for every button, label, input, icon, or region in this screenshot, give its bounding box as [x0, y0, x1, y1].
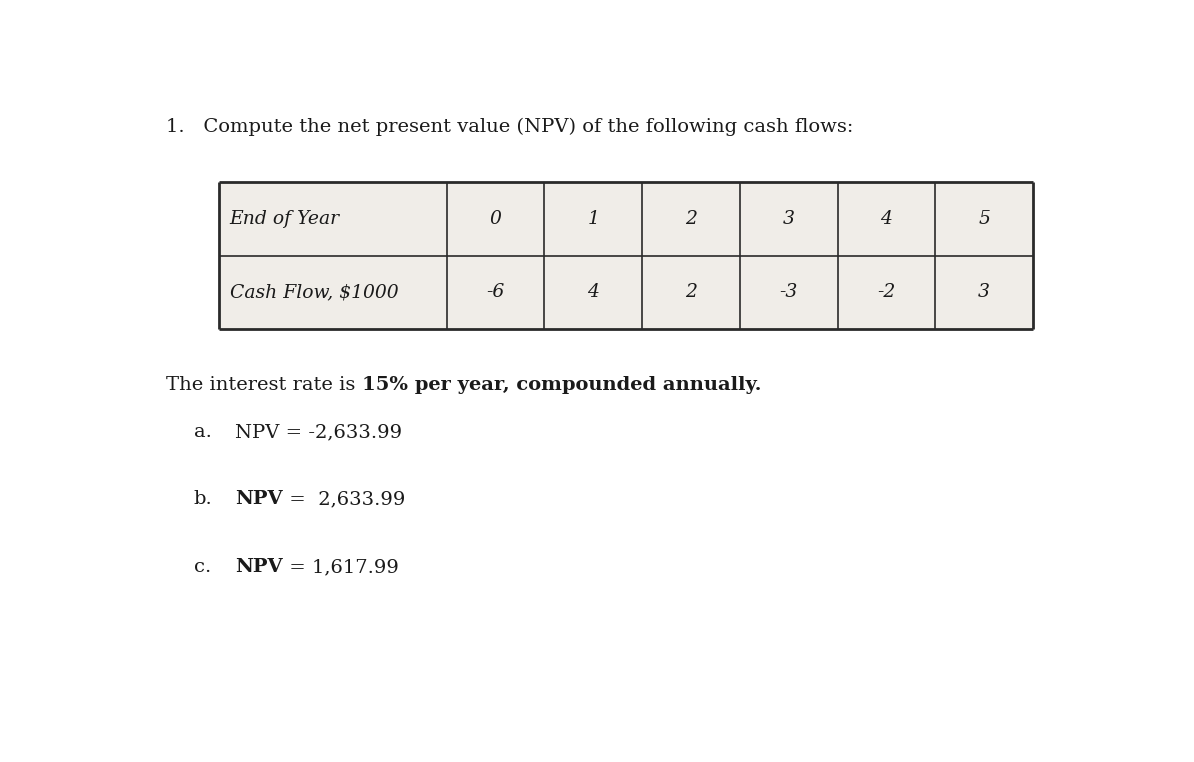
- Text: Cash Flow, $1000: Cash Flow, $1000: [229, 283, 399, 302]
- Text: NPV: NPV: [235, 491, 283, 508]
- Text: 1: 1: [587, 210, 599, 228]
- Text: 1.   Compute the net present value (NPV) of the following cash flows:: 1. Compute the net present value (NPV) o…: [166, 118, 854, 136]
- Text: = 1,617.99: = 1,617.99: [283, 558, 399, 576]
- Text: 2: 2: [685, 283, 697, 302]
- Text: b.: b.: [193, 491, 213, 508]
- Text: -6: -6: [486, 283, 505, 302]
- Text: 0: 0: [490, 210, 501, 228]
- Text: 3: 3: [783, 210, 794, 228]
- Text: 4: 4: [587, 283, 599, 302]
- Text: -3: -3: [780, 283, 798, 302]
- Text: 5: 5: [978, 210, 990, 228]
- Text: 3: 3: [978, 283, 990, 302]
- Text: End of Year: End of Year: [229, 210, 340, 228]
- Text: NPV = -2,633.99: NPV = -2,633.99: [235, 423, 402, 441]
- Bar: [219, 182, 1033, 329]
- Text: -2: -2: [878, 283, 896, 302]
- Text: NPV: NPV: [235, 558, 283, 576]
- Text: 15% per year, compounded annually.: 15% per year, compounded annually.: [362, 376, 761, 394]
- Text: 2: 2: [685, 210, 697, 228]
- Text: a.: a.: [193, 423, 211, 441]
- Text: The interest rate is: The interest rate is: [166, 376, 362, 394]
- Text: =  2,633.99: = 2,633.99: [283, 491, 405, 508]
- Text: c.: c.: [193, 558, 211, 576]
- Text: 4: 4: [880, 210, 892, 228]
